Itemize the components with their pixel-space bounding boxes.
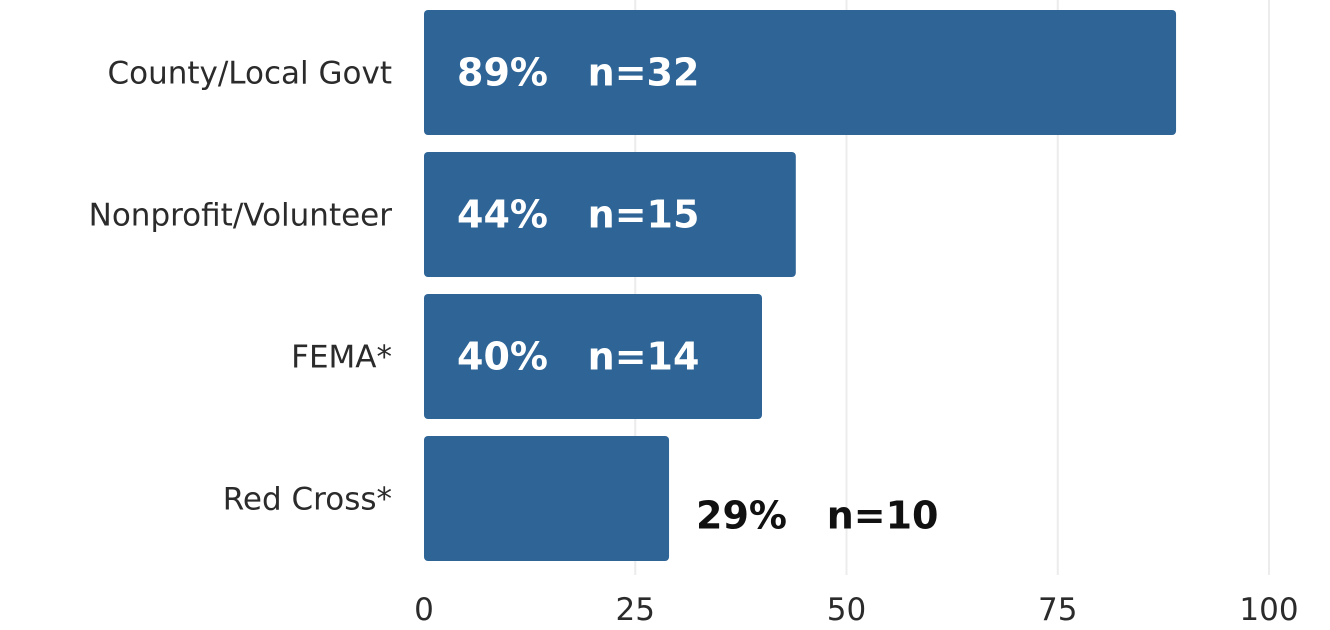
data-label: 29% n=10 bbox=[696, 494, 938, 538]
category-label: Nonprofit/Volunteer bbox=[89, 198, 393, 234]
x-tick-label: 100 bbox=[1239, 592, 1298, 628]
data-label: 44% n=15 bbox=[457, 193, 699, 237]
data-label: 89% n=32 bbox=[457, 51, 699, 95]
category-label: FEMA* bbox=[291, 340, 392, 376]
data-labels: 89% n=32 44% n=15 40% n=14 29% n=10 bbox=[457, 51, 938, 538]
category-label: Red Cross* bbox=[223, 482, 392, 518]
data-label: 40% n=14 bbox=[457, 335, 699, 379]
bar bbox=[424, 152, 796, 277]
bar-layer bbox=[424, 10, 1177, 561]
category-label: County/Local Govt bbox=[107, 56, 392, 92]
x-axis-ticks: 0 25 50 75 100 bbox=[414, 592, 1298, 628]
x-tick-label: 25 bbox=[616, 592, 655, 628]
bar bbox=[424, 436, 670, 561]
bar bbox=[424, 10, 1177, 135]
category-labels: County/Local Govt Nonprofit/Volunteer FEMA… bbox=[89, 56, 393, 518]
x-tick-label: 50 bbox=[827, 592, 866, 628]
x-tick-label: 0 bbox=[414, 592, 434, 628]
x-tick-label: 75 bbox=[1038, 592, 1077, 628]
bar bbox=[424, 294, 762, 419]
